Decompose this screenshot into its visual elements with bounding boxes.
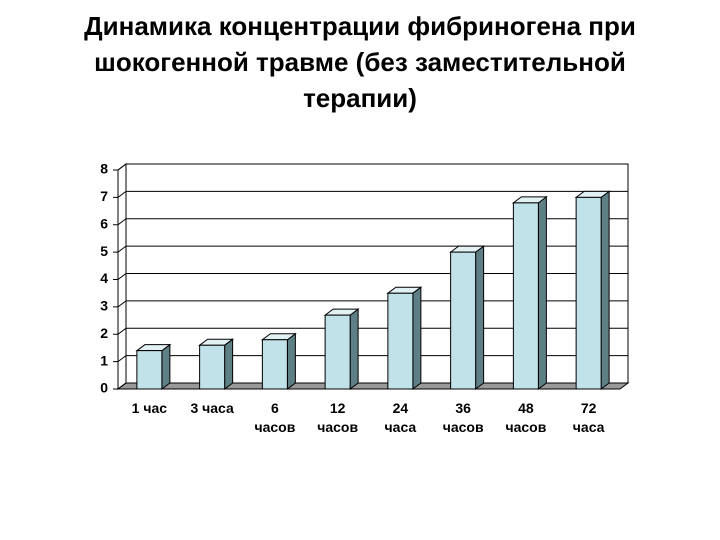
grid-line: [117, 300, 127, 308]
bar-side: [161, 343, 171, 390]
bar-front: [387, 292, 414, 390]
y-tick-label: 7: [100, 188, 108, 204]
y-tick-label: 3: [100, 298, 108, 314]
y-tick-label: 5: [100, 243, 108, 259]
floor: [116, 382, 630, 390]
x-tick-label: 48 часов: [505, 400, 547, 435]
bar: [260, 332, 297, 390]
bar: [323, 308, 360, 390]
grid-line: [117, 218, 127, 226]
bar-side: [600, 190, 610, 390]
x-tick-label: 3 часа: [190, 400, 234, 416]
bar-side: [412, 286, 422, 390]
grid-line: [117, 327, 127, 335]
x-tick-label: 1 час: [131, 400, 168, 416]
bar: [198, 338, 235, 390]
y-tick-label: 0: [100, 380, 108, 396]
y-tick-label: 1: [100, 352, 108, 368]
bar-side: [475, 245, 485, 390]
grid-line: [117, 273, 127, 280]
bar-front: [512, 202, 539, 390]
y-tick-label: 8: [100, 161, 108, 177]
y-tick-label: 2: [100, 325, 108, 341]
chart-title: Динамика концентрации фибриногена при шо…: [84, 11, 636, 113]
grid-line: [117, 382, 127, 390]
bar-front: [450, 251, 477, 390]
bar-front: [261, 339, 288, 390]
grid-line: [117, 163, 127, 171]
bar-front: [136, 350, 163, 390]
bar: [449, 245, 486, 390]
bar-front: [199, 344, 226, 390]
y-tick-label: 6: [100, 215, 108, 231]
bar: [574, 190, 611, 390]
y-tick-label: 4: [100, 270, 108, 286]
x-tick-label: 72 часа: [572, 400, 605, 435]
bar: [135, 343, 172, 390]
x-tick-label: 12 часов: [317, 400, 359, 435]
bar: [511, 195, 548, 390]
grid-line: [117, 355, 127, 363]
bar-front: [324, 314, 351, 390]
bar: [386, 286, 423, 390]
grid-line: [117, 245, 127, 253]
bar-side: [349, 308, 359, 390]
x-tick-label: 36 часов: [442, 400, 484, 435]
bar-side: [537, 195, 547, 390]
x-tick-label: 6 часов: [254, 400, 296, 435]
bar-front: [575, 196, 602, 390]
bar-side: [224, 338, 234, 390]
x-tick-label: 24 часа: [384, 400, 417, 435]
grid-line: [117, 190, 127, 198]
bar-side: [286, 332, 296, 390]
